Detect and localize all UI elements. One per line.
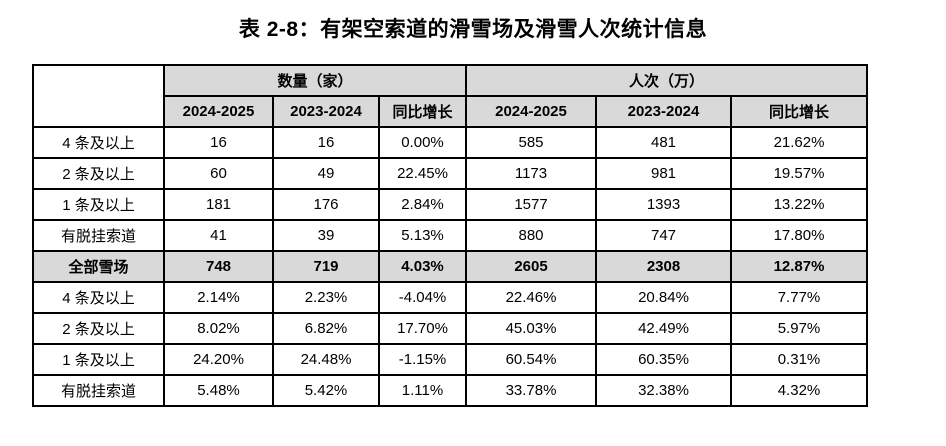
table-cell: 60.54% [465, 343, 597, 376]
table-cell: 22.45% [378, 157, 467, 190]
table-cell: 17.80% [730, 219, 868, 252]
table-body: 4 条及以上 16 16 0.00% 585 481 21.62% 2 条及以上… [32, 126, 868, 407]
table-cell: 5.97% [730, 312, 868, 345]
table-row: 有脱挂索道 41 39 5.13% 880 747 17.80% [32, 219, 868, 252]
row-label: 1 条及以上 [32, 343, 165, 376]
column-header-row: 2024-2025 2023-2024 同比增长 2024-2025 2023-… [33, 95, 868, 128]
table-cell: 60 [163, 157, 274, 190]
table-cell: 17.70% [378, 312, 467, 345]
table-row: 4 条及以上 2.14% 2.23% -4.04% 22.46% 20.84% … [32, 281, 868, 314]
table-row: 2 条及以上 8.02% 6.82% 17.70% 45.03% 42.49% … [32, 312, 868, 345]
table-cell: 5.42% [272, 374, 380, 407]
row-label: 4 条及以上 [32, 126, 165, 159]
table-row: 1 条及以上 24.20% 24.48% -1.15% 60.54% 60.35… [32, 343, 868, 376]
table-cell: 747 [595, 219, 732, 252]
column-header: 2023-2024 [272, 95, 380, 128]
table-cell: 21.62% [730, 126, 868, 159]
row-label: 1 条及以上 [32, 188, 165, 221]
table-cell: 0.00% [378, 126, 467, 159]
table-cell: 4.32% [730, 374, 868, 407]
column-header: 2024-2025 [163, 95, 274, 128]
page-title: 表 2-8：有架空索道的滑雪场及滑雪人次统计信息 [238, 18, 708, 41]
table-cell: 24.20% [163, 343, 274, 376]
table-cell: 2.23% [272, 281, 380, 314]
group-header-quantity: 数量（家） [163, 64, 467, 97]
table-cell: 981 [595, 157, 732, 190]
statistics-table: 数量（家） 人次（万） 2024-2025 2023-2024 同比增长 202… [32, 64, 868, 407]
row-label: 2 条及以上 [32, 312, 165, 345]
group-header-visits: 人次（万） [465, 64, 868, 97]
table-row: 有脱挂索道 5.48% 5.42% 1.11% 33.78% 32.38% 4.… [32, 374, 868, 407]
table-cell: 748 [163, 250, 274, 283]
table-cell: 2605 [465, 250, 597, 283]
table-cell: -1.15% [378, 343, 467, 376]
table-header: 数量（家） 人次（万） 2024-2025 2023-2024 同比增长 202… [32, 64, 868, 128]
table-cell: 7.77% [730, 281, 868, 314]
table-cell: 181 [163, 188, 274, 221]
table-cell: 5.13% [378, 219, 467, 252]
table-cell: 20.84% [595, 281, 732, 314]
table-cell: 880 [465, 219, 597, 252]
table-cell: 22.46% [465, 281, 597, 314]
table-row: 4 条及以上 16 16 0.00% 585 481 21.62% [32, 126, 868, 159]
row-label: 全部雪场 [32, 250, 165, 283]
table-cell: 41 [163, 219, 274, 252]
table-cell: 39 [272, 219, 380, 252]
table-cell: 719 [272, 250, 380, 283]
table-cell: 2.84% [378, 188, 467, 221]
table-cell: 1173 [465, 157, 597, 190]
row-label: 有脱挂索道 [32, 219, 165, 252]
table-cell: 45.03% [465, 312, 597, 345]
table-cell: 0.31% [730, 343, 868, 376]
table-cell: 2308 [595, 250, 732, 283]
table-cell: 12.87% [730, 250, 868, 283]
table-cell: 1.11% [378, 374, 467, 407]
table-cell: 24.48% [272, 343, 380, 376]
table-row: 2 条及以上 60 49 22.45% 1173 981 19.57% [32, 157, 868, 190]
table-row: 1 条及以上 181 176 2.84% 1577 1393 13.22% [32, 188, 868, 221]
column-header: 同比增长 [730, 95, 868, 128]
table-cell: 4.03% [378, 250, 467, 283]
table-cell: 16 [272, 126, 380, 159]
table-cell: 481 [595, 126, 732, 159]
table-cell: 32.38% [595, 374, 732, 407]
table-cell: 16 [163, 126, 274, 159]
table-cell: 49 [272, 157, 380, 190]
table-cell: 19.57% [730, 157, 868, 190]
column-header: 同比增长 [378, 95, 467, 128]
table-cell: 33.78% [465, 374, 597, 407]
table-cell: 585 [465, 126, 597, 159]
table-cell: 1577 [465, 188, 597, 221]
row-label: 有脱挂索道 [32, 374, 165, 407]
row-label: 2 条及以上 [32, 157, 165, 190]
table-cell: 5.48% [163, 374, 274, 407]
table-cell: 13.22% [730, 188, 868, 221]
table-cell: 2.14% [163, 281, 274, 314]
corner-cell [32, 64, 165, 128]
table-row-total: 全部雪场 748 719 4.03% 2605 2308 12.87% [32, 250, 868, 283]
table-cell: 6.82% [272, 312, 380, 345]
table-cell: 176 [272, 188, 380, 221]
table-cell: 8.02% [163, 312, 274, 345]
group-header-row: 数量（家） 人次（万） [32, 64, 868, 128]
row-label: 4 条及以上 [32, 281, 165, 314]
table-cell: -4.04% [378, 281, 467, 314]
column-header: 2023-2024 [595, 95, 732, 128]
table-cell: 60.35% [595, 343, 732, 376]
table-cell: 42.49% [595, 312, 732, 345]
column-header: 2024-2025 [465, 95, 597, 128]
table-cell: 1393 [595, 188, 732, 221]
